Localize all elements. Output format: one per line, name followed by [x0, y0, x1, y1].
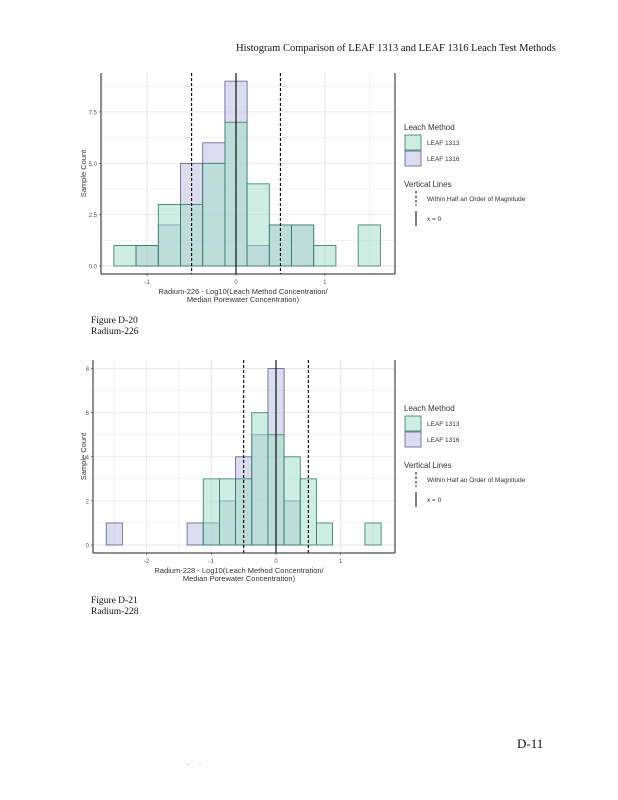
x-tick-label: 0 [234, 280, 238, 286]
y-tick-label: 0 [86, 544, 90, 550]
figure-subject: Radium-226 [91, 327, 139, 337]
bar-leaf-1313 [283, 456, 301, 546]
bar-leaf-1313 [364, 522, 382, 546]
y-axis-title: Sample Count [79, 432, 88, 480]
bar-leaf-1313 [202, 478, 220, 546]
legend-title-leach-method: Leach Method [404, 123, 455, 132]
bar-leaf-1313 [313, 245, 337, 267]
bar-leaf-1313 [291, 224, 315, 267]
legend-title-leach-method: Leach Method [404, 404, 455, 413]
x-tick-label: -2 [144, 559, 150, 565]
legend-key-leaf-1313 [404, 134, 422, 151]
chart-group-1: 0 2 4 6 8 -2 -1 0 1 Radium-228 - Log10(Leach Meth… [79, 360, 526, 583]
bar-leaf-1313 [219, 478, 236, 546]
legend-key-leaf-1316 [404, 431, 422, 448]
figure-caption-d21: Figure D-21 Radium-228 [91, 596, 139, 618]
figure-caption-d20: Figure D-20 Radium-226 [91, 316, 139, 338]
legend-title-vertical-lines: Vertical Lines [404, 180, 452, 189]
bar-leaf-1313 [316, 522, 333, 546]
y-axis-title: Sample Count [79, 149, 88, 197]
y-tick-label: 7.5 [89, 110, 98, 116]
legend-label: LEAF 1316 [427, 437, 460, 444]
legend-label: Within Half an Order of Magnitude [427, 477, 526, 484]
x-axis-title-line2: Median Porewater Concentration) [187, 295, 300, 304]
legend: Leach Method LEAF 1313 LEAF 1316 Vertical L… [404, 123, 526, 226]
figure-label: Figure D-20 [91, 316, 138, 326]
bar-leaf-1313 [113, 245, 137, 267]
x-tick-label: 1 [339, 559, 343, 565]
y-tick-label: 0.0 [89, 265, 98, 271]
bar-leaf-1316 [105, 522, 123, 546]
page-title: Histogram Comparison of LEAF 1313 and LE… [236, 43, 556, 54]
page-number: D-11 [517, 736, 544, 751]
legend-label: LEAF 1313 [427, 421, 460, 428]
bar-leaf-1313 [135, 245, 159, 267]
bar-leaf-1316 [186, 522, 204, 546]
x-tick-label: -1 [145, 280, 151, 286]
legend-label: LEAF 1316 [427, 156, 460, 163]
x-tick-label: 1 [323, 280, 327, 286]
legend-label: x = 0 [427, 216, 442, 223]
figure-label: Figure D-21 [91, 596, 138, 606]
y-tick-label: 6 [86, 411, 90, 417]
footer-marks: . . [187, 758, 205, 767]
bars [105, 368, 382, 546]
legend-key-leaf-1316 [404, 150, 422, 167]
figure-subject: Radium-228 [91, 607, 139, 617]
y-tick-label: 2 [86, 499, 90, 505]
y-tick-label: 5.0 [89, 162, 98, 168]
bar-leaf-1313 [357, 224, 381, 267]
bar-leaf-1313 [246, 183, 270, 267]
legend-key-leaf-1313 [404, 415, 422, 432]
bar-leaf-1313 [251, 412, 269, 546]
legend-title-vertical-lines: Vertical Lines [404, 461, 452, 470]
y-tick-label: 2.5 [89, 213, 98, 219]
legend: Leach Method LEAF 1313 LEAF 1316 Vertical L… [404, 404, 526, 507]
legend-label: LEAF 1313 [427, 140, 460, 147]
x-tick-label: -1 [209, 559, 215, 565]
y-tick-label: 8 [86, 367, 90, 373]
bar-leaf-1313 [157, 203, 181, 267]
x-axis-title: Radium-226 - Log10(Leach Method Concentr… [158, 287, 328, 296]
legend-label: Within Half an Order of Magnitude [427, 196, 526, 203]
bar-leaf-1313 [202, 162, 226, 267]
x-axis-title: Radium-228 - Log10(Leach Method Concentr… [154, 566, 324, 575]
x-axis-title-line2: Median Porewater Concentration) [183, 574, 296, 583]
y-tick-label: 4 [86, 455, 90, 461]
legend-label: x = 0 [427, 497, 442, 504]
x-tick-label: 0 [274, 559, 278, 565]
